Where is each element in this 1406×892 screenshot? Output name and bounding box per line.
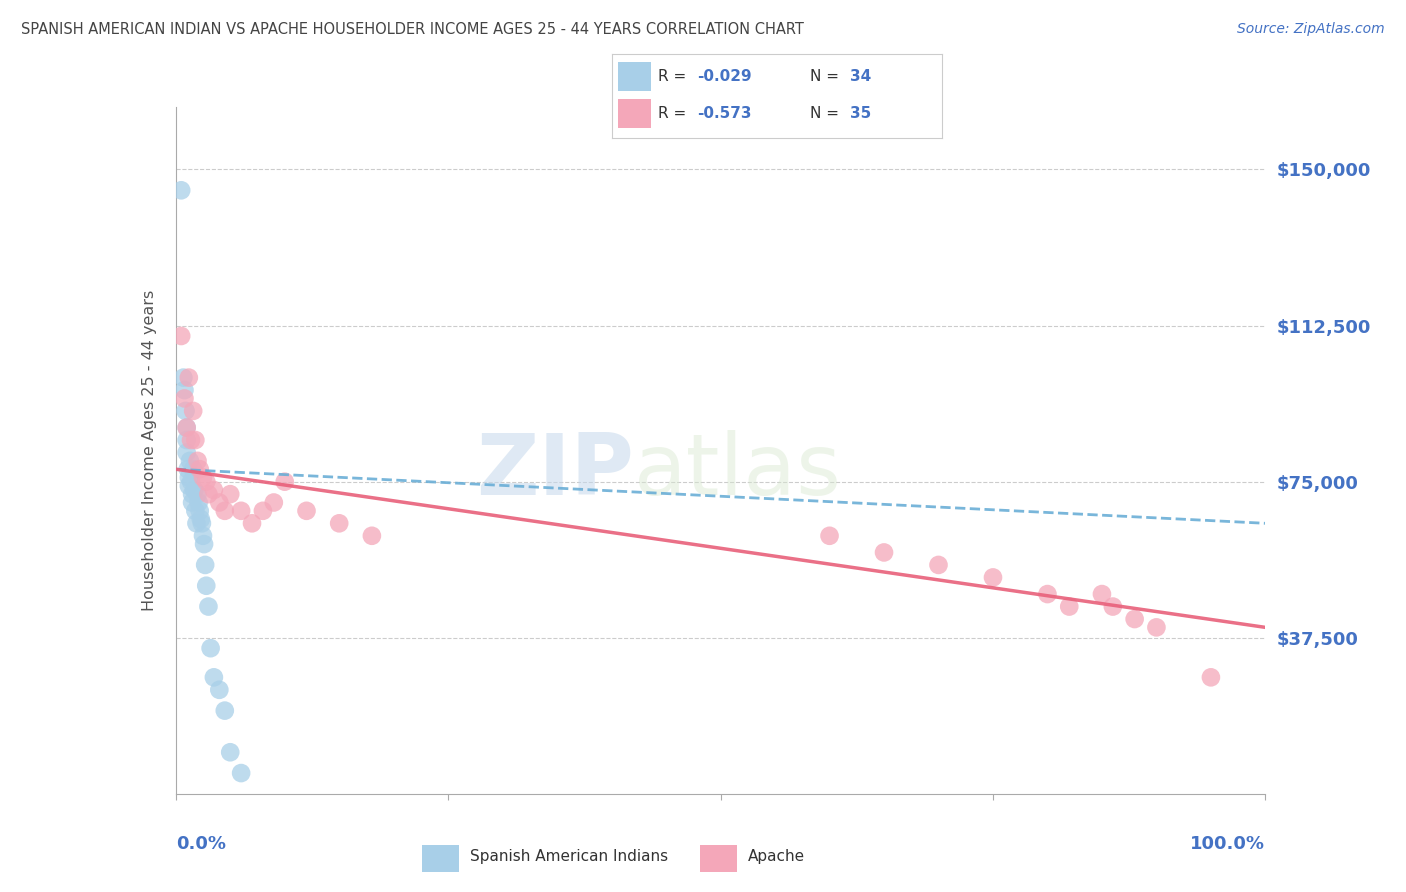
Point xyxy=(177,370,200,384)
Text: R =: R = xyxy=(658,106,690,121)
Text: R =: R = xyxy=(658,69,690,84)
Point xyxy=(219,745,242,759)
Text: ZIP: ZIP xyxy=(475,430,633,513)
Text: atlas: atlas xyxy=(633,430,841,513)
Text: 35: 35 xyxy=(849,106,870,121)
FancyBboxPatch shape xyxy=(619,99,651,128)
Point xyxy=(208,495,231,509)
Point xyxy=(186,516,208,531)
Point xyxy=(193,537,215,551)
Point xyxy=(179,454,201,468)
Point xyxy=(202,670,225,684)
Point xyxy=(197,487,219,501)
Point xyxy=(176,433,198,447)
Point xyxy=(219,487,242,501)
Point xyxy=(174,404,197,418)
Point xyxy=(186,487,209,501)
Point xyxy=(183,483,205,497)
Point xyxy=(195,475,218,489)
Point xyxy=(177,470,200,484)
Point xyxy=(1102,599,1125,614)
Point xyxy=(176,420,198,434)
Point xyxy=(231,766,253,780)
Point xyxy=(176,445,198,459)
Point xyxy=(181,487,204,501)
Point xyxy=(240,516,263,531)
Point xyxy=(1123,612,1146,626)
Point xyxy=(360,529,382,543)
Point xyxy=(173,383,195,397)
Point xyxy=(191,516,214,531)
Text: 34: 34 xyxy=(849,69,870,84)
Point xyxy=(1144,620,1167,634)
Point xyxy=(173,392,195,406)
Point xyxy=(818,529,841,543)
Point xyxy=(328,516,350,531)
Point xyxy=(172,370,194,384)
Text: -0.573: -0.573 xyxy=(697,106,752,121)
Point xyxy=(188,462,211,476)
Point xyxy=(263,495,285,509)
Point xyxy=(177,462,200,476)
Y-axis label: Householder Income Ages 25 - 44 years: Householder Income Ages 25 - 44 years xyxy=(142,290,157,611)
Point xyxy=(170,329,193,343)
Point xyxy=(181,404,204,418)
Point xyxy=(180,433,202,447)
Text: -0.029: -0.029 xyxy=(697,69,752,84)
Point xyxy=(214,704,236,718)
Point xyxy=(208,682,231,697)
Point xyxy=(184,433,207,447)
Point xyxy=(187,495,209,509)
Point xyxy=(197,599,219,614)
Point xyxy=(231,504,253,518)
Point xyxy=(214,504,236,518)
Point xyxy=(186,454,209,468)
Text: Source: ZipAtlas.com: Source: ZipAtlas.com xyxy=(1237,22,1385,37)
Point xyxy=(1199,670,1222,684)
Point xyxy=(194,558,217,572)
Point xyxy=(274,475,297,489)
Text: N =: N = xyxy=(810,69,844,84)
Text: 100.0%: 100.0% xyxy=(1191,835,1265,853)
Point xyxy=(181,462,204,476)
Point xyxy=(252,504,274,518)
Point xyxy=(191,529,214,543)
Text: Spanish American Indians: Spanish American Indians xyxy=(470,849,668,863)
FancyBboxPatch shape xyxy=(619,62,651,91)
Point xyxy=(295,504,318,518)
Point xyxy=(928,558,950,572)
Text: Apache: Apache xyxy=(748,849,804,863)
Point xyxy=(177,479,200,493)
FancyBboxPatch shape xyxy=(422,846,460,872)
Point xyxy=(1036,587,1059,601)
Point xyxy=(195,579,218,593)
Text: N =: N = xyxy=(810,106,844,121)
Point xyxy=(873,545,896,559)
Point xyxy=(184,504,207,518)
Point xyxy=(981,570,1004,584)
Text: 0.0%: 0.0% xyxy=(176,835,226,853)
Point xyxy=(176,420,198,434)
Point xyxy=(1057,599,1080,614)
Point xyxy=(188,504,211,518)
Point xyxy=(180,475,202,489)
Point xyxy=(200,641,222,656)
Point xyxy=(1091,587,1114,601)
Text: SPANISH AMERICAN INDIAN VS APACHE HOUSEHOLDER INCOME AGES 25 - 44 YEARS CORRELAT: SPANISH AMERICAN INDIAN VS APACHE HOUSEH… xyxy=(21,22,804,37)
Point xyxy=(170,183,193,197)
Point xyxy=(181,495,204,509)
FancyBboxPatch shape xyxy=(700,846,737,872)
Point xyxy=(191,470,214,484)
Point xyxy=(190,512,212,526)
Point xyxy=(202,483,225,497)
